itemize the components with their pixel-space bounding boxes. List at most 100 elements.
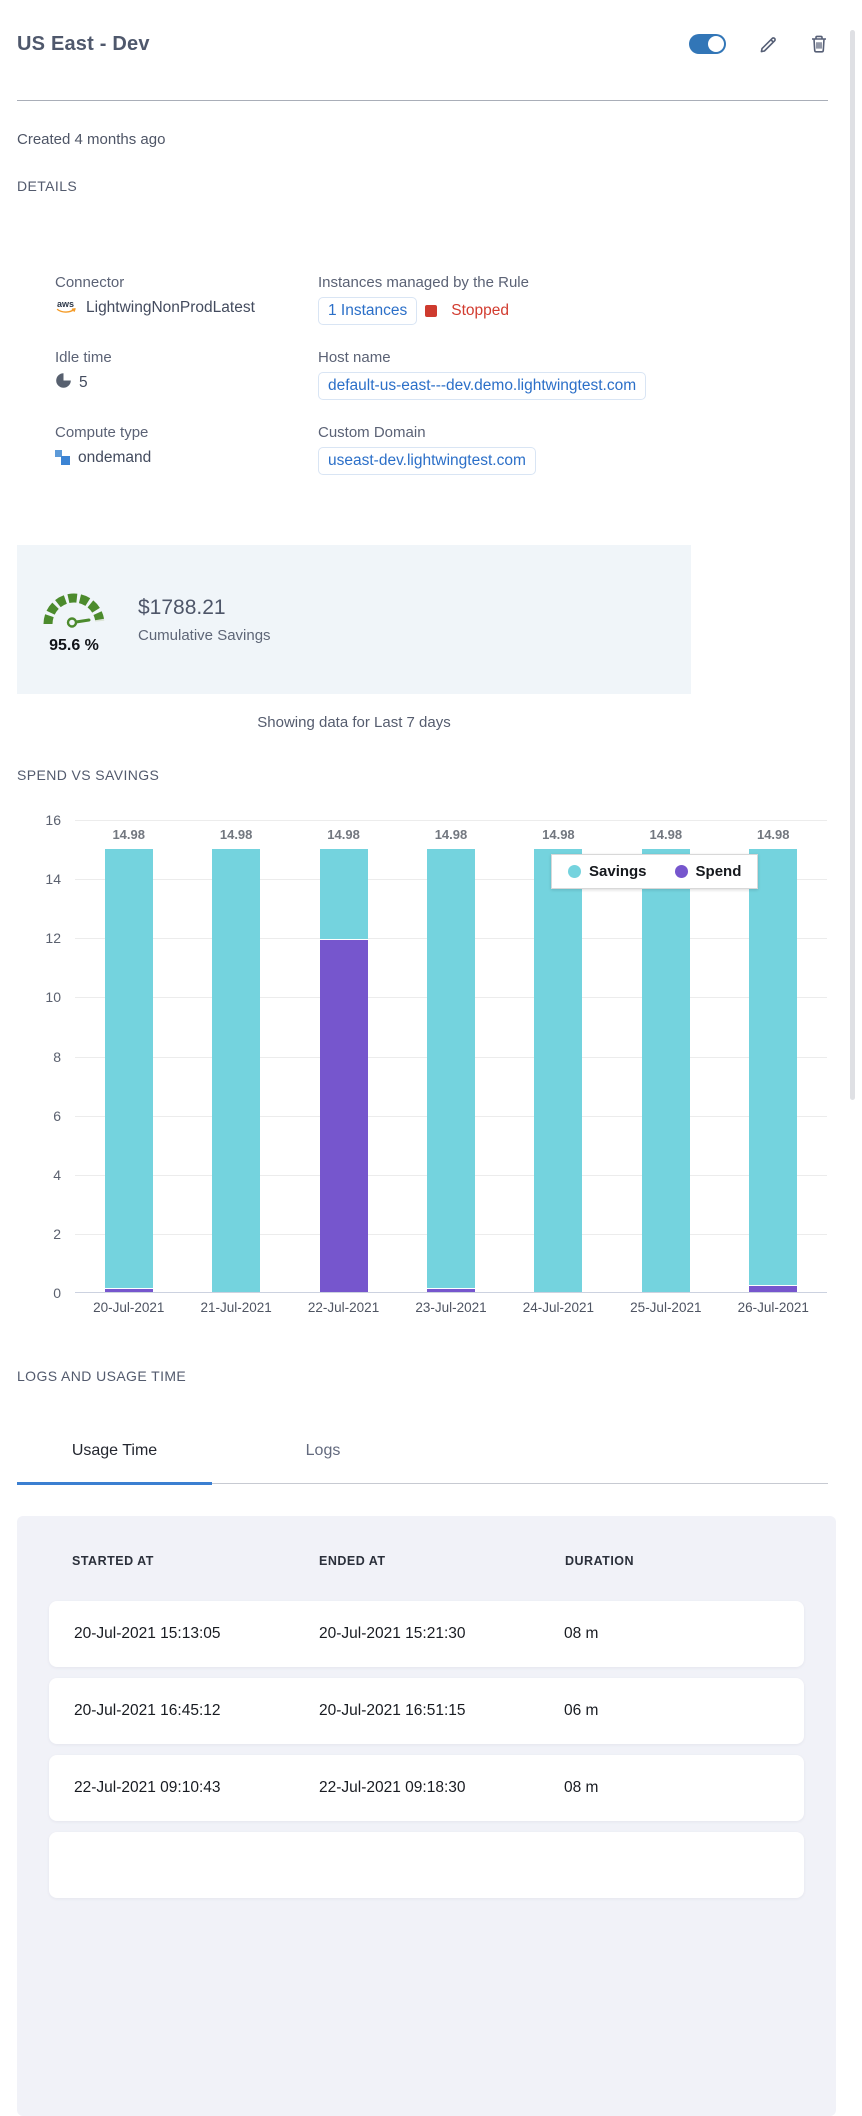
field-label: Compute type (55, 424, 149, 441)
field-label: Connector (55, 274, 125, 291)
chart-plot-area: 14.98 14.98 14.98 14.98 14.98 14.98 14.98 Savi… (45, 812, 827, 1301)
x-axis-label: 22-Jul-2021 (307, 1300, 380, 1315)
bar-23-Jul-2021: 14.98 (397, 820, 504, 1292)
field-label: Custom Domain (318, 424, 426, 441)
bar-21-Jul-2021: 14.98 (182, 820, 289, 1292)
squares-icon (55, 450, 71, 466)
legend-label: Savings (589, 863, 647, 880)
field-host-name: Host name default-us-east---dev.demo.lig… (318, 349, 828, 400)
trash-icon (811, 35, 827, 53)
bar-24-Jul-2021: 14.98 (505, 820, 612, 1292)
header-controls (689, 34, 828, 54)
rule-enabled-toggle[interactable] (689, 34, 726, 54)
pie-clock-icon (55, 372, 72, 394)
vertical-scrollbar-thumb[interactable] (850, 30, 855, 1100)
x-axis-label: 24-Jul-2021 (522, 1300, 595, 1315)
savings-segment (641, 849, 690, 1292)
bar-value-label: 14.98 (542, 827, 575, 843)
status-badge: Stopped (451, 302, 510, 319)
details-grid: Connector aws LightwingNonProdLatest Ins… (55, 274, 828, 475)
chart-bars: 14.98 14.98 14.98 14.98 14.98 14.98 14.98 (75, 820, 827, 1292)
host-name-link[interactable]: default-us-east---dev.demo.lightwingtest… (318, 372, 647, 400)
bar-26-Jul-2021: 14.98 (720, 820, 827, 1292)
page-title: US East - Dev (17, 32, 150, 55)
field-label: Instances managed by the Rule (318, 274, 529, 291)
column-header-duration: DURATION (565, 1554, 635, 1568)
bar-value-label: 14.98 (219, 827, 253, 843)
y-axis-tick: 4 (53, 1166, 61, 1183)
gauge-icon (40, 584, 108, 635)
chart-x-axis-labels: 20-Jul-2021 21-Jul-2021 22-Jul-2021 23-Jul-… (75, 1300, 827, 1315)
tab-usage-time[interactable]: Usage Time (17, 1442, 212, 1485)
table-row: 20-Jul-2021 15:13:05 20-Jul-2021 15:21:30… (49, 1601, 804, 1667)
field-custom-domain: Custom Domain useast-dev.lightwingtest.c… (318, 424, 828, 475)
cumulative-savings-card: 95.6 % $1788.21 Cumulative Savings (17, 545, 691, 694)
compute-type-value: ondemand (78, 449, 152, 466)
legend-dot (568, 865, 581, 878)
x-axis-label: 20-Jul-2021 (93, 1300, 165, 1315)
usage-table-rows: 20-Jul-2021 15:13:05 20-Jul-2021 15:21:30… (49, 1601, 804, 1898)
y-axis-tick: 14 (45, 871, 61, 888)
toggle-knob (708, 36, 724, 52)
x-axis-label: 26-Jul-2021 (737, 1300, 809, 1315)
y-axis-tick: 0 (53, 1285, 61, 1301)
custom-domain-link[interactable]: useast-dev.lightwingtest.com (318, 447, 536, 475)
pencil-icon (760, 36, 777, 53)
bar-value-label: 14.98 (434, 827, 468, 843)
y-axis-tick: 12 (45, 930, 61, 947)
x-axis-label: 21-Jul-2021 (200, 1300, 272, 1315)
spend-segment (319, 938, 368, 1292)
bar-value-label: 14.98 (649, 827, 683, 843)
table-cell: 20-Jul-2021 16:51:15 (319, 1702, 466, 1719)
rule-detail-panel: US East - Dev Created 4 months ago DETAI… (0, 30, 845, 2116)
gridline (75, 820, 827, 821)
table-cell: 20-Jul-2021 15:13:05 (74, 1625, 221, 1642)
field-compute-type: Compute type ondemand (55, 424, 318, 475)
savings-segment (426, 849, 475, 1289)
usage-table-header: STARTED AT ENDED AT DURATION (17, 1516, 836, 1568)
y-axis-tick: 10 (45, 989, 61, 1006)
x-axis-label: 25-Jul-2021 (630, 1300, 702, 1315)
bar-20-Jul-2021: 14.98 (75, 820, 182, 1292)
legend-dot (674, 865, 688, 878)
table-row: 22-Jul-2021 09:10:43 22-Jul-2021 09:18:30… (49, 1755, 804, 1821)
field-connector: Connector aws LightwingNonProdLatest (55, 274, 318, 325)
x-axis-label: 23-Jul-2021 (415, 1300, 487, 1315)
chart-legend: Savings Spend (551, 854, 759, 889)
spend-segment (749, 1284, 798, 1292)
table-cell: 08 m (564, 1625, 599, 1642)
created-text: Created 4 months ago (17, 131, 166, 148)
panel-header: US East - Dev (17, 30, 828, 58)
connector-value: LightwingNonProdLatest (86, 299, 255, 316)
y-axis-tick: 2 (53, 1225, 61, 1242)
details-heading: DETAILS (17, 178, 78, 194)
table-row (49, 1832, 804, 1898)
legend-item-savings[interactable]: Savings (568, 863, 647, 880)
edit-rule-button[interactable] (759, 35, 777, 53)
chart-heading: SPEND VS SAVINGS (17, 767, 160, 783)
legend-item-spend[interactable]: Spend (674, 863, 742, 880)
aws-icon: aws (55, 298, 79, 319)
legend-label: Spend (695, 863, 742, 880)
savings-caption: Cumulative Savings (138, 626, 271, 644)
column-header-ended-at: ENDED AT (319, 1554, 386, 1568)
bar-22-Jul-2021: 14.98 (290, 820, 397, 1292)
table-cell: 08 m (564, 1779, 599, 1796)
bar-value-label: 14.98 (112, 827, 145, 843)
savings-segment (319, 849, 368, 939)
delete-rule-button[interactable] (810, 35, 828, 53)
field-instances: Instances managed by the Rule 1 Instance… (318, 274, 828, 325)
stopped-square-icon (425, 305, 438, 317)
usage-time-table-card: STARTED AT ENDED AT DURATION 20-Jul-2021… (17, 1516, 836, 2116)
y-axis-tick: 8 (53, 1048, 61, 1065)
spend-vs-savings-chart: 14.98 14.98 14.98 14.98 14.98 14.98 14.98 Savi… (17, 812, 828, 1315)
bar-value-label: 14.98 (327, 827, 360, 843)
field-idle-time: Idle time 5 (55, 349, 318, 400)
tab-logs[interactable]: Logs (305, 1442, 341, 1459)
idle-time-value: 5 (79, 374, 88, 391)
instances-link[interactable]: 1 Instances (318, 297, 418, 325)
bar-value-label: 14.98 (756, 827, 790, 843)
spend-segment (426, 1288, 475, 1292)
table-cell: 22-Jul-2021 09:18:30 (319, 1779, 466, 1796)
y-axis-tick: 16 (45, 812, 61, 828)
